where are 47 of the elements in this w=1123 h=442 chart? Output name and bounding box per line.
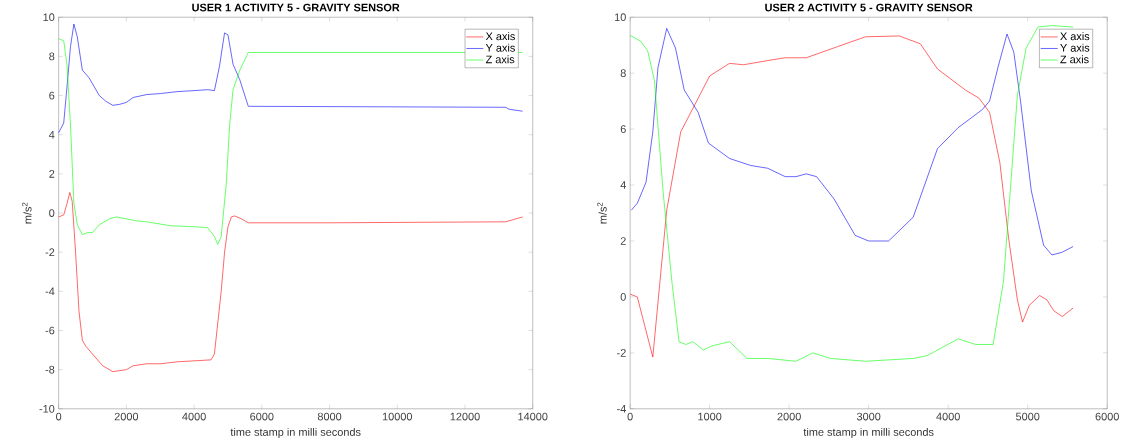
chart-title: USER 2 ACTIVITY 5 - GRAVITY SENSOR	[765, 3, 973, 12]
y-tick-label: 4	[620, 181, 626, 189]
x-axis-title: time stamp in milli seconds	[230, 428, 361, 439]
y-tick-label: 8	[620, 69, 626, 78]
y-tick-label: -8	[45, 365, 55, 374]
chart-title: USER 1 ACTIVITY 5 - GRAVITY SENSOR	[192, 3, 400, 12]
x-tick-label: 14000	[518, 412, 548, 421]
x-tick-label: 2000	[777, 412, 801, 421]
y-tick-label: 6	[620, 125, 626, 134]
y-tick-label: -10	[39, 405, 55, 413]
y-tick-label: 0	[49, 209, 55, 218]
legend-label: Z axis	[1060, 55, 1089, 64]
legend-label: Y axis	[1060, 43, 1090, 52]
legend-label: X axis	[1060, 32, 1090, 41]
x-axis-title: time stamp in milli seconds	[803, 428, 934, 439]
y-tick-label: 10	[43, 13, 55, 22]
x-tick-label: 0	[627, 412, 633, 421]
y-tick-label: 4	[48, 131, 55, 139]
y-tick-label: 10	[614, 13, 626, 22]
y-tick-label: 8	[49, 52, 55, 61]
x-tick-label: 10000	[382, 412, 413, 421]
x-tick-label: 2000	[114, 412, 139, 421]
x-tick-label: 6000	[250, 412, 274, 421]
legend-label: X axis	[485, 32, 515, 41]
x-tick-label: 5000	[1015, 412, 1040, 421]
x-tick-label: 8000	[317, 412, 342, 421]
y-tick-label: 2	[620, 237, 626, 245]
line-series	[58, 23, 523, 134]
y-tick-label: 6	[49, 91, 55, 100]
y-tick-label: -4	[617, 405, 626, 413]
x-tick-label: 4000	[182, 412, 206, 421]
x-tick-label: 4000	[936, 412, 960, 421]
y-tick-label: -2	[45, 248, 55, 257]
y-tick-label: 2	[49, 170, 55, 178]
legend-label: Y axis	[485, 43, 515, 52]
x-tick-label: 12000	[450, 412, 480, 421]
y-axis-title: m/s$^{2}$	[597, 202, 607, 224]
y-tick-label: 0	[620, 293, 626, 301]
y-tick-label: -4	[45, 287, 55, 296]
x-tick-label: 6000	[1095, 412, 1119, 421]
x-tick-label: 3000	[856, 412, 881, 421]
y-axis-title: m/s$^{2}$	[22, 202, 32, 224]
y-tick-label: -2	[617, 349, 626, 357]
x-tick-label: 0	[56, 412, 62, 421]
y-tick-label: -6	[45, 326, 55, 335]
x-tick-label: 1000	[698, 412, 722, 421]
legend-label: Z axis	[485, 55, 515, 64]
